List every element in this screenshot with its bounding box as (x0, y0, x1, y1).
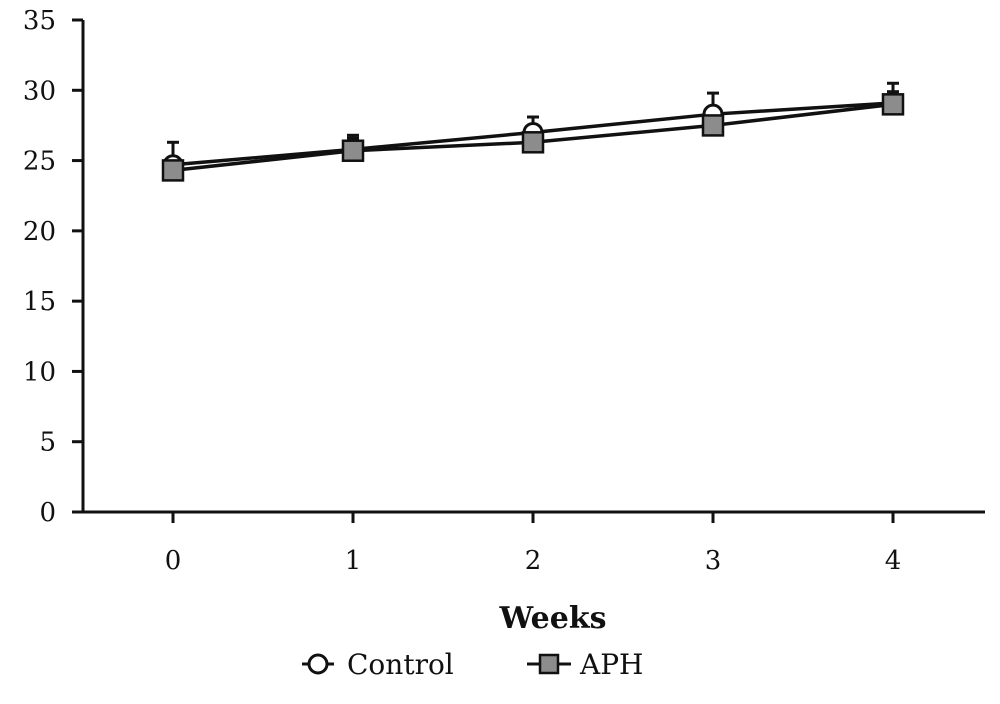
y-tick-label-1: 5 (39, 428, 56, 458)
x-axis: 0 1 2 3 4 Weeks (83, 510, 985, 636)
x-tick-label-2: 2 (525, 546, 542, 576)
legend: Control APH (302, 648, 643, 681)
legend-item-aph: APH (527, 648, 643, 681)
y-tick-label-4: 20 (23, 217, 56, 247)
series-aph (161, 90, 905, 182)
point-aph-1 (341, 139, 365, 162)
legend-control-label: Control (347, 648, 454, 681)
y-ticks: 0 5 10 15 20 25 30 35 (23, 6, 83, 528)
x-axis-title: Weeks (498, 601, 606, 636)
legend-aph-label: APH (579, 648, 643, 681)
x-tick-label-4: 4 (885, 546, 902, 576)
y-tick-label-2: 10 (23, 357, 56, 387)
x-tick-label-3: 3 (705, 546, 722, 576)
x-tick-label-1: 1 (345, 546, 362, 576)
y-tick-label-0: 0 (39, 498, 56, 528)
legend-item-control: Control (302, 648, 454, 681)
y-tick-label-7: 35 (23, 6, 56, 36)
legend-aph-marker (538, 653, 560, 675)
plot-area (161, 81, 905, 182)
y-tick-label-6: 30 (23, 76, 56, 106)
y-axis: 0 5 10 15 20 25 30 35 (23, 6, 85, 528)
point-aph-0 (161, 159, 185, 182)
legend-control-marker (307, 653, 329, 675)
y-tick-label-5: 25 (23, 147, 56, 177)
point-aph-4 (881, 93, 905, 116)
x-tick-label-0: 0 (165, 546, 182, 576)
x-ticks: 0 1 2 3 4 (165, 512, 902, 576)
point-aph-3 (701, 114, 725, 137)
point-aph-2 (521, 131, 545, 154)
y-tick-label-3: 15 (23, 287, 56, 317)
